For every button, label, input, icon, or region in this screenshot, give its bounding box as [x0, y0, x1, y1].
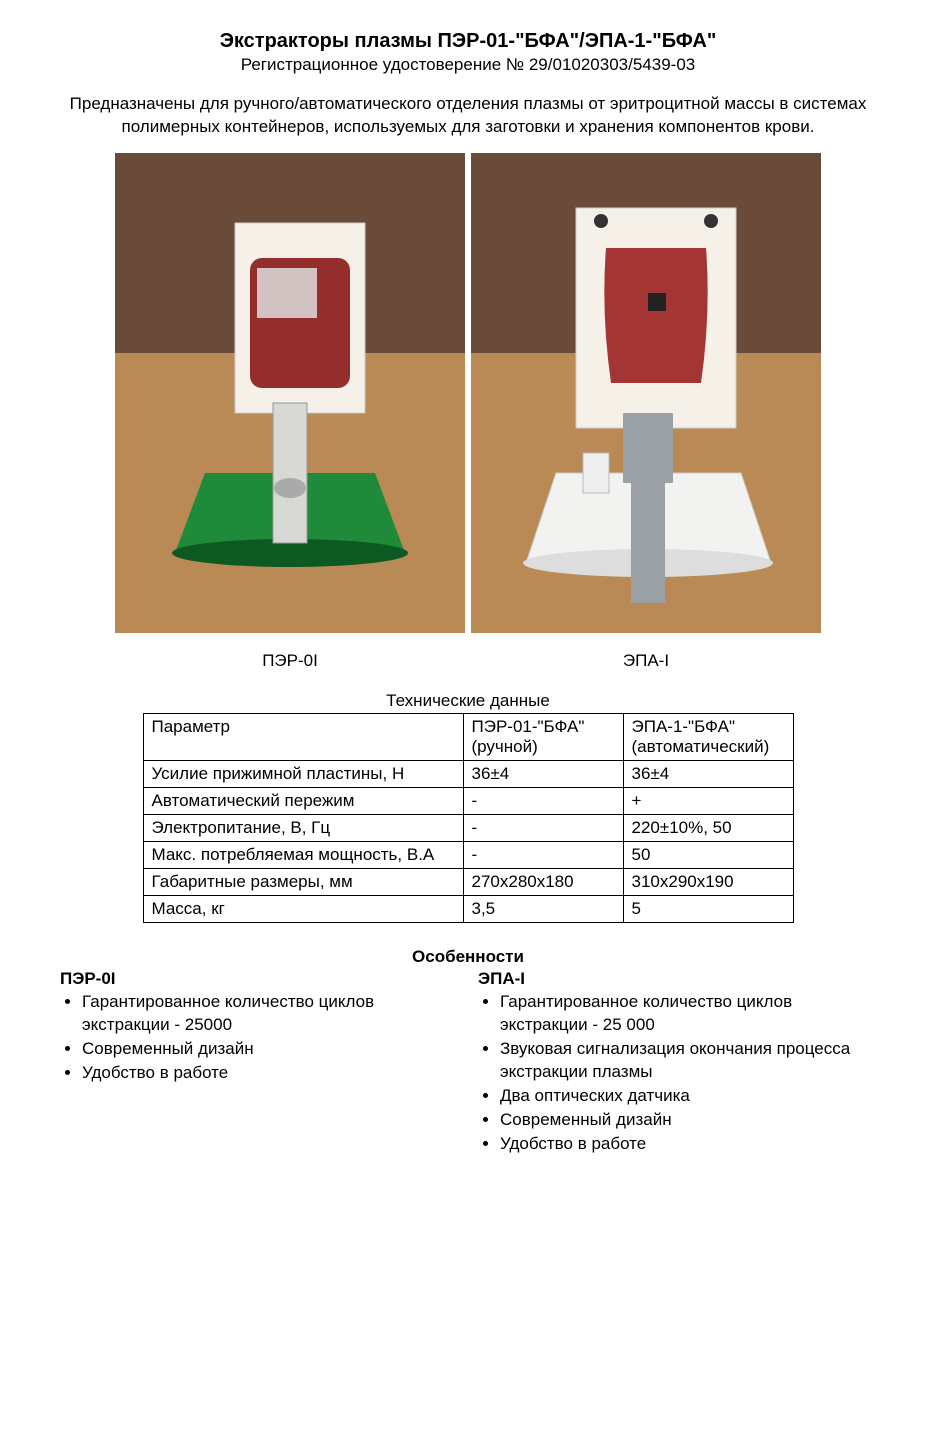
caption-right: ЭПА-I	[471, 651, 821, 671]
table-row: Макс. потребляемая мощность, В.А-50	[143, 841, 793, 868]
list-item: Современный дизайн	[82, 1038, 458, 1061]
table-cell: 5	[623, 895, 793, 922]
features-left-list: Гарантированное количество циклов экстра…	[60, 991, 458, 1085]
list-item: Звуковая сигнализация окончания процесса…	[500, 1038, 876, 1084]
table-cell: -	[463, 841, 623, 868]
list-item: Гарантированное количество циклов экстра…	[500, 991, 876, 1037]
table-cell: +	[623, 787, 793, 814]
list-item: Удобство в работе	[500, 1133, 876, 1156]
table-cell: Автоматический пережим	[143, 787, 463, 814]
specs-body: Усилие прижимной пластины, Н36±436±4Авто…	[143, 760, 793, 922]
table-row: Габаритные размеры, мм270х280х180310х290…	[143, 868, 793, 895]
table-row: Масса, кг3,55	[143, 895, 793, 922]
product-image-left	[115, 153, 465, 633]
image-captions: ПЭР-0I ЭПА-I	[40, 651, 896, 671]
table-cell: Электропитание, В, Гц	[143, 814, 463, 841]
product-image-right	[471, 153, 821, 633]
description: Предназначены для ручного/автоматическог…	[40, 93, 896, 139]
list-item: Удобство в работе	[82, 1062, 458, 1085]
table-cell: Макс. потребляемая мощность, В.А	[143, 841, 463, 868]
features-title: Особенности	[40, 947, 896, 967]
table-cell: Усилие прижимной пластины, Н	[143, 760, 463, 787]
table-cell: 310х290х190	[623, 868, 793, 895]
page-title: Экстракторы плазмы ПЭР-01-"БФА"/ЭПА-1-"Б…	[40, 30, 896, 53]
specs-header-row: Параметр ПЭР-01-"БФА" (ручной) ЭПА-1-"БФ…	[143, 713, 793, 760]
table-cell: -	[463, 814, 623, 841]
list-item: Гарантированное количество циклов экстра…	[82, 991, 458, 1037]
caption-left: ПЭР-0I	[115, 651, 465, 671]
product-images	[40, 153, 896, 633]
features-left-heading: ПЭР-0I	[60, 969, 458, 989]
table-row: Автоматический пережим-+	[143, 787, 793, 814]
features-left: ПЭР-0I Гарантированное количество циклов…	[60, 969, 458, 1157]
features-columns: ПЭР-0I Гарантированное количество циклов…	[40, 969, 896, 1157]
table-cell: 270х280х180	[463, 868, 623, 895]
list-item: Два оптических датчика	[500, 1085, 876, 1108]
table-cell: Габаритные размеры, мм	[143, 868, 463, 895]
table-row: Усилие прижимной пластины, Н36±436±4	[143, 760, 793, 787]
specs-col-0: Параметр	[143, 713, 463, 760]
features-right: ЭПА-I Гарантированное количество циклов …	[478, 969, 876, 1157]
device-illustration-epa	[471, 153, 821, 633]
specs-col-2: ЭПА-1-"БФА" (автоматический)	[623, 713, 793, 760]
table-cell: Масса, кг	[143, 895, 463, 922]
table-row: Электропитание, В, Гц-220±10%, 50	[143, 814, 793, 841]
features-right-list: Гарантированное количество циклов экстра…	[478, 991, 876, 1156]
specs-table: Параметр ПЭР-01-"БФА" (ручной) ЭПА-1-"БФ…	[143, 713, 794, 923]
features-right-heading: ЭПА-I	[478, 969, 876, 989]
device-illustration-per	[115, 153, 465, 633]
table-cell: 3,5	[463, 895, 623, 922]
table-cell: -	[463, 787, 623, 814]
registration-line: Регистрационное удостоверение № 29/01020…	[40, 55, 896, 75]
table-cell: 220±10%, 50	[623, 814, 793, 841]
table-cell: 36±4	[623, 760, 793, 787]
specs-col-1: ПЭР-01-"БФА" (ручной)	[463, 713, 623, 760]
table-cell: 36±4	[463, 760, 623, 787]
table-cell: 50	[623, 841, 793, 868]
list-item: Современный дизайн	[500, 1109, 876, 1132]
specs-title: Технические данные	[40, 691, 896, 711]
